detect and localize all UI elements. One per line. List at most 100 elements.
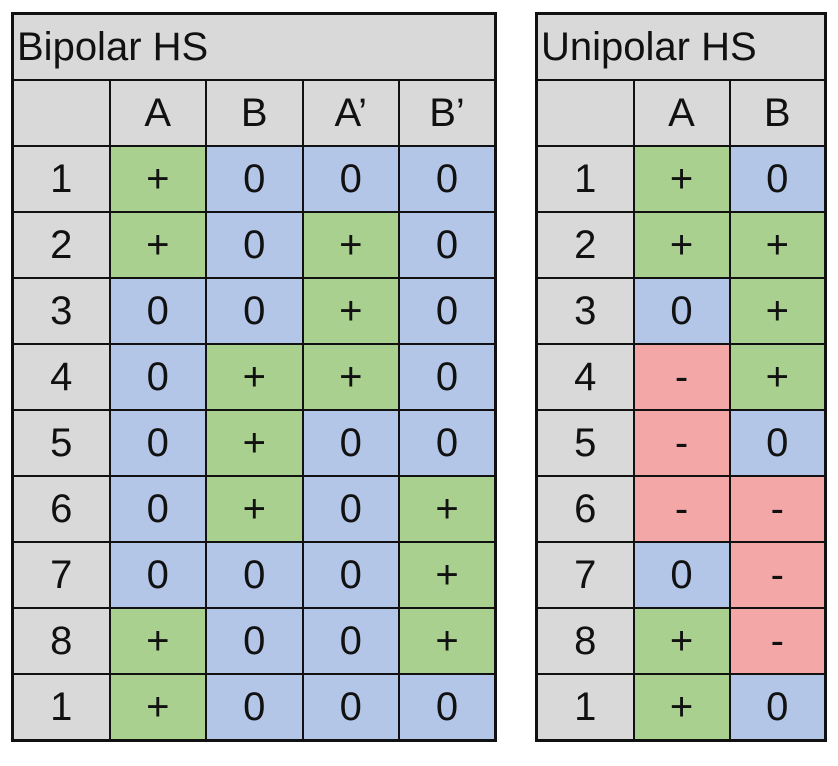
state-plus-cell: + (632, 145, 731, 213)
bipolar-title-row: Bipolar HS (11, 12, 497, 81)
step-label: 8 (11, 607, 111, 675)
step-label: 5 (535, 409, 635, 477)
table-row: 3 0 + (535, 277, 827, 345)
state-plus-cell: + (301, 211, 400, 279)
state-plus-cell: + (632, 673, 731, 742)
table-row: 1 +0 (535, 145, 827, 213)
bipolar-title: Bipolar HS (11, 12, 497, 81)
step-label: 8 (535, 607, 635, 675)
unipolar-title: Unipolar HS (535, 12, 827, 81)
state-minus-cell: - (632, 475, 731, 543)
state-plus-cell: + (108, 607, 207, 675)
state-zero-cell: 0 (301, 673, 400, 742)
state-plus-cell: + (205, 409, 304, 477)
state-plus-cell: + (728, 211, 827, 279)
state-zero-cell: 0 (205, 145, 304, 213)
state-zero-cell: 0 (398, 211, 497, 279)
state-plus-cell: + (108, 211, 207, 279)
step-label: 4 (535, 343, 635, 411)
step-label: 3 (11, 277, 111, 345)
step-label: 1 (535, 673, 635, 742)
step-label: 7 (11, 541, 111, 609)
state-plus-cell: + (205, 343, 304, 411)
table-row: 1 +0 0 0 (11, 673, 497, 742)
table-row: 2 + + (535, 211, 827, 279)
state-zero-cell: 0 (301, 607, 400, 675)
state-plus-cell: + (301, 277, 400, 345)
state-minus-cell: - (632, 343, 731, 411)
bipolar-column-header: B’ (398, 79, 497, 147)
table-row: 7 0 0 0 + (11, 541, 497, 609)
unipolar-hs-table: Unipolar HS A B 1 +0 2 + +3 0 +4- +5-0 6- -7 0-8 + -… (535, 12, 828, 742)
state-zero-cell: 0 (301, 409, 400, 477)
state-minus-cell: - (728, 541, 827, 609)
bipolar-column-header: B (205, 79, 304, 147)
state-zero-cell: 0 (301, 145, 400, 213)
state-zero-cell: 0 (632, 277, 731, 345)
bipolar-column-header: A’ (301, 79, 400, 147)
step-label: 4 (11, 343, 111, 411)
step-label: 1 (11, 145, 111, 213)
step-label: 5 (11, 409, 111, 477)
state-zero-cell: 0 (205, 607, 304, 675)
step-label: 6 (11, 475, 111, 543)
table-row: 1 +0 (535, 673, 827, 742)
table-row: 6 0 +0 + (11, 475, 497, 543)
state-zero-cell: 0 (398, 343, 497, 411)
step-label: 6 (535, 475, 635, 543)
step-label: 3 (535, 277, 635, 345)
state-minus-cell: - (728, 607, 827, 675)
state-zero-cell: 0 (398, 673, 497, 742)
state-plus-cell: + (205, 475, 304, 543)
step-label: 2 (11, 211, 111, 279)
state-plus-cell: + (108, 145, 207, 213)
state-zero-cell: 0 (728, 145, 827, 213)
unipolar-title-row: Unipolar HS (535, 12, 827, 81)
state-plus-cell: + (398, 475, 497, 543)
state-minus-cell: - (728, 475, 827, 543)
state-plus-cell: + (728, 277, 827, 345)
state-plus-cell: + (398, 607, 497, 675)
state-zero-cell: 0 (398, 145, 497, 213)
state-plus-cell: + (632, 211, 731, 279)
unipolar-column-header: A (632, 79, 731, 147)
state-zero-cell: 0 (728, 673, 827, 742)
step-label: 7 (535, 541, 635, 609)
state-minus-cell: - (632, 409, 731, 477)
bipolar-header-row: A B A’ B’ (11, 79, 497, 147)
state-zero-cell: 0 (205, 541, 304, 609)
bipolar-column-header: A (108, 79, 207, 147)
table-row: 8 + - (535, 607, 827, 675)
state-zero-cell: 0 (108, 343, 207, 411)
unipolar-corner-cell (535, 79, 635, 147)
state-plus-cell: + (398, 541, 497, 609)
state-plus-cell: + (728, 343, 827, 411)
step-label: 1 (535, 145, 635, 213)
state-zero-cell: 0 (301, 541, 400, 609)
table-row: 1 +0 0 0 (11, 145, 497, 213)
table-row: 5 0 +0 0 (11, 409, 497, 477)
table-row: 4 0 + +0 (11, 343, 497, 411)
state-zero-cell: 0 (205, 277, 304, 345)
state-zero-cell: 0 (205, 211, 304, 279)
state-zero-cell: 0 (108, 409, 207, 477)
bipolar-table-body: 1 +0 0 0 2 +0 +0 3 0 0 +0 4 0 + +0 5 0 +0 0 6 0 +0 +7 0 0 0 +8 +0 0 +… (11, 145, 497, 742)
step-label: 1 (11, 673, 111, 742)
bipolar-corner-cell (11, 79, 111, 147)
bipolar-hs-table: Bipolar HS A B A’ B’ 1 +0 0 0 2 +0 +0 3 0 0 +0 4 0 + +… (11, 12, 498, 742)
table-row: 4- + (535, 343, 827, 411)
state-plus-cell: + (632, 607, 731, 675)
unipolar-header-row: A B (535, 79, 827, 147)
unipolar-table-body: 1 +0 2 + +3 0 +4- +5-0 6- -7 0-8 + -1 +0 (535, 145, 827, 742)
table-row: 6-- (535, 475, 827, 543)
state-plus-cell: + (301, 343, 400, 411)
table-row: 8 +0 0 + (11, 607, 497, 675)
state-zero-cell: 0 (205, 673, 304, 742)
table-row: 5-0 (535, 409, 827, 477)
table-row: 3 0 0 +0 (11, 277, 497, 345)
state-zero-cell: 0 (108, 475, 207, 543)
table-row: 2 +0 +0 (11, 211, 497, 279)
state-plus-cell: + (108, 673, 207, 742)
state-zero-cell: 0 (108, 277, 207, 345)
